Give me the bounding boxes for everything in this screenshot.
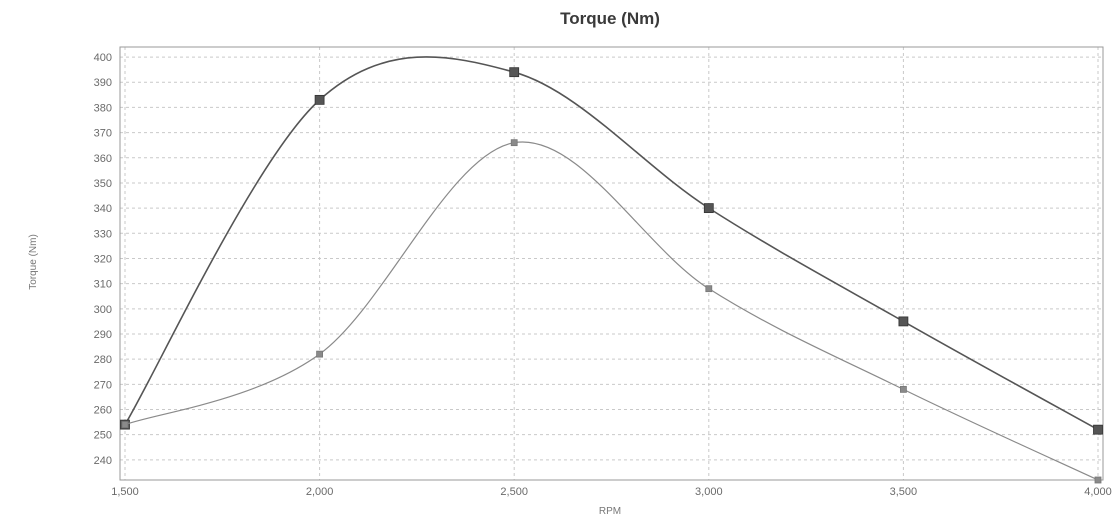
series-1-point: [703, 203, 714, 214]
x-tick-label: 2,000: [306, 486, 334, 498]
y-tick-label: 360: [94, 153, 112, 165]
series-1-point: [314, 94, 325, 105]
x-tick-label: 3,000: [695, 486, 723, 498]
y-tick-label: 390: [94, 77, 112, 89]
y-tick-label: 380: [94, 102, 112, 114]
y-tick-label: 330: [94, 228, 112, 240]
series-2-line: [124, 141, 1099, 481]
series-layer: [120, 56, 1103, 484]
series-2: [121, 139, 1102, 484]
y-tick-label: 290: [94, 329, 112, 341]
y-tick-label: 350: [94, 178, 112, 190]
y-tick-label: 400: [94, 52, 112, 64]
series-2-point: [705, 285, 713, 293]
y-tick-label: 280: [94, 354, 112, 366]
series-2-point: [316, 350, 324, 358]
y-axis-label: Torque (Nm): [28, 234, 39, 290]
x-tick-label: 3,500: [890, 486, 918, 498]
series-1: [120, 56, 1103, 435]
y-tick-label: 260: [94, 405, 112, 417]
series-1-point: [898, 316, 909, 327]
y-axis-ticks: 240 250 260 270 280 290 300 310 320 330 340 350 360 3…: [94, 52, 112, 467]
y-tick-label: 320: [94, 253, 112, 265]
x-tick-label: 4,000: [1084, 486, 1112, 498]
x-tick-label: 1,500: [111, 486, 139, 498]
series-2-point: [900, 385, 907, 393]
x-axis-ticks: 1,500 2,000 2,500 3,000 3,500 4,000: [111, 486, 1112, 498]
series-1-line: [124, 56, 1099, 431]
x-tick-label: 2,500: [500, 486, 528, 498]
y-tick-label: 310: [94, 279, 112, 291]
plot-frame: [119, 46, 1104, 481]
chart-title: Torque (Nm): [560, 9, 660, 28]
y-tick-label: 300: [94, 304, 112, 316]
y-tick-label: 370: [94, 128, 112, 140]
series-1-point: [509, 67, 520, 78]
series-1-point: [1093, 424, 1103, 435]
y-tick-label: 250: [94, 430, 112, 442]
y-tick-label: 270: [94, 379, 112, 391]
x-axis-label: RPM: [599, 506, 621, 517]
y-tick-label: 240: [94, 455, 112, 467]
y-tick-label: 340: [94, 203, 112, 215]
series-2-point: [510, 139, 518, 147]
series-2-point: [121, 421, 129, 429]
grid: [120, 47, 1103, 480]
series-2-point: [1094, 476, 1102, 484]
